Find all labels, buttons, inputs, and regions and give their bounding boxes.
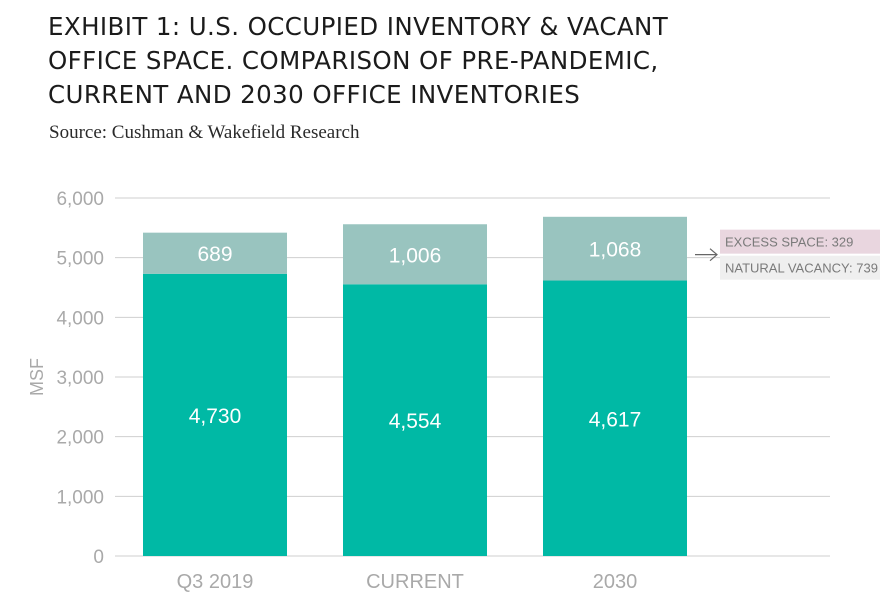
bar-value-label: 4,730 <box>189 405 242 428</box>
bar-segment <box>543 280 687 556</box>
bar-value-label: 1,006 <box>389 244 442 267</box>
bar-value-label: 4,554 <box>389 410 442 433</box>
chart-source: Source: Cushman & Wakefield Research <box>49 122 360 143</box>
bar-segment <box>143 273 287 556</box>
callout-excess-space-box <box>720 229 880 254</box>
callout-natural-vacancy-label: NATURAL VACANCY: 739 <box>725 261 878 276</box>
chart-title-line-1: EXHIBIT 1: U.S. OCCUPIED INVENTORY & VAC… <box>48 12 669 41</box>
chart-title-line-2: OFFICE SPACE. COMPARISON OF PRE-PANDEMIC… <box>48 46 659 75</box>
bar-segment <box>343 224 487 285</box>
y-tick-label: 2,000 <box>56 428 104 449</box>
callout-arrow-head <box>709 248 718 262</box>
y-tick-label: 1,000 <box>56 487 104 508</box>
bar-segment <box>343 284 487 556</box>
callout-natural-vacancy-box <box>720 255 880 280</box>
bar-segment <box>143 232 287 274</box>
x-tick-label: Q3 2019 <box>177 571 254 593</box>
bar-value-label: 1,068 <box>589 239 642 262</box>
bar-value-label: 4,617 <box>589 408 642 431</box>
y-tick-label: 6,000 <box>56 189 104 210</box>
y-tick-label: 4,000 <box>56 308 104 329</box>
chart-title: EXHIBIT 1: U.S. OCCUPIED INVENTORY & VAC… <box>48 10 868 112</box>
y-axis-label: MSF <box>27 358 47 396</box>
callout-excess-space-label: EXCESS SPACE: 329 <box>725 235 853 250</box>
chart-title-line-3: CURRENT AND 2030 OFFICE INVENTORIES <box>48 80 581 109</box>
bar-value-label: 689 <box>197 243 232 266</box>
y-tick-label: 0 <box>93 547 104 568</box>
x-tick-label: 2030 <box>593 571 638 593</box>
bar-segment <box>543 216 687 281</box>
y-tick-label: 3,000 <box>56 368 104 389</box>
y-tick-label: 5,000 <box>56 249 104 270</box>
x-tick-label: CURRENT <box>366 571 464 593</box>
